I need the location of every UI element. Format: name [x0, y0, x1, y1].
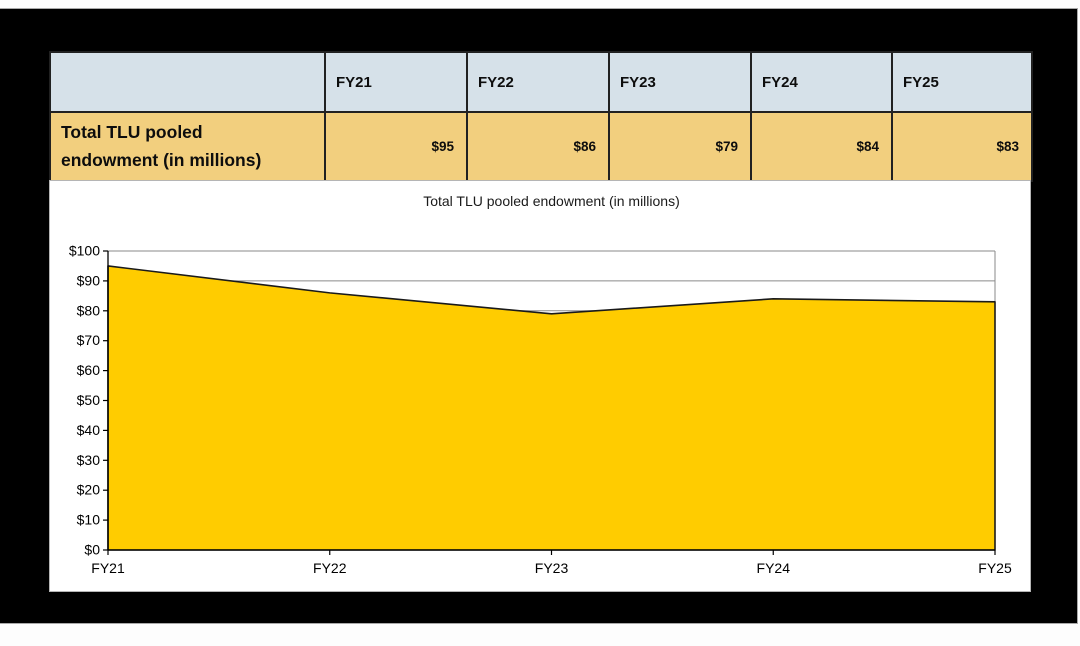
table-value-fy24: $84	[750, 111, 893, 182]
table-header-row: FY21 FY22 FY23 FY24 FY25	[49, 51, 1033, 113]
svg-text:$100: $100	[69, 243, 100, 259]
table-column-header-fy23: FY23	[608, 51, 752, 113]
svg-text:$20: $20	[77, 482, 101, 498]
table-column-header-fy25: FY25	[891, 51, 1033, 113]
svg-text:$0: $0	[84, 542, 100, 558]
svg-text:FY21: FY21	[91, 560, 125, 576]
table-row-label: Total TLU pooled endowment (in millions)	[49, 111, 326, 182]
table-value-fy22: $86	[466, 111, 610, 182]
chart-title: Total TLU pooled endowment (in millions)	[423, 193, 680, 209]
svg-text:$10: $10	[77, 512, 101, 528]
table-column-header-fy22: FY22	[466, 51, 610, 113]
endowment-area-chart: $0 $10 $20 $30 $40 $50 $60 $70 $80 $90 $100 FY21 FY2…	[69, 243, 1012, 577]
svg-text:$40: $40	[77, 422, 101, 438]
table-column-header-fy21: FY21	[324, 51, 468, 113]
endowment-table: FY21 FY22 FY23 FY24 FY25 Total TLU poole…	[49, 51, 1033, 182]
table-data-row: Total TLU pooled endowment (in millions)…	[49, 111, 1033, 182]
svg-text:FY25: FY25	[978, 560, 1012, 576]
table-corner-cell	[49, 51, 326, 113]
svg-text:FY23: FY23	[535, 560, 569, 576]
svg-text:$90: $90	[77, 272, 101, 288]
svg-text:$60: $60	[77, 362, 101, 378]
svg-text:$80: $80	[77, 302, 101, 318]
table-column-header-fy24: FY24	[750, 51, 893, 113]
svg-text:$70: $70	[77, 332, 101, 348]
table-value-fy23: $79	[608, 111, 752, 182]
chart-panel: Total TLU pooled endowment (in millions)…	[49, 180, 1031, 592]
svg-text:FY22: FY22	[313, 560, 347, 576]
svg-text:FY24: FY24	[757, 560, 791, 576]
table-value-fy21: $95	[324, 111, 468, 182]
table-value-fy25: $83	[891, 111, 1033, 182]
svg-text:$50: $50	[77, 392, 101, 408]
svg-text:$30: $30	[77, 452, 101, 468]
